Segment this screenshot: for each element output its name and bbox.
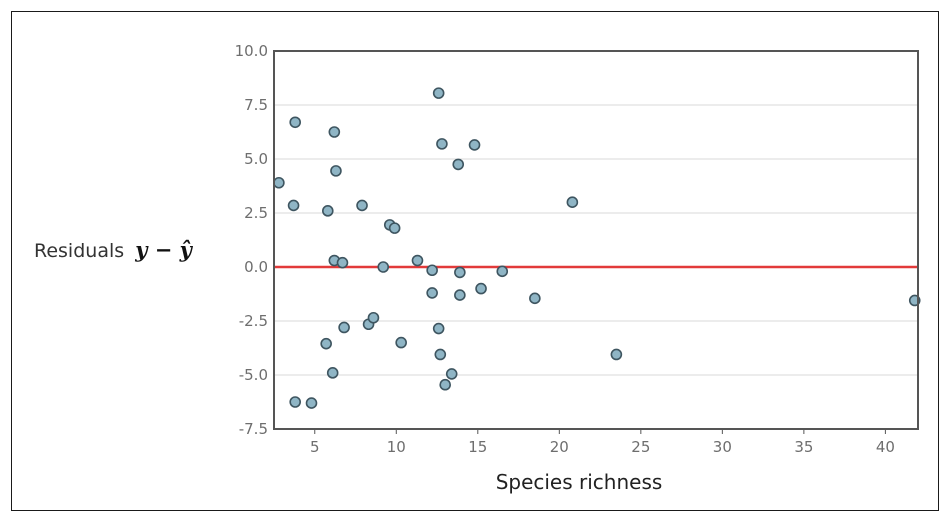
data-point bbox=[426, 287, 438, 299]
plot-area-border bbox=[273, 50, 919, 430]
y-tick-label: -2.5 bbox=[239, 312, 268, 330]
y-tick-label: -5.0 bbox=[239, 366, 268, 384]
x-tick-label: 20 bbox=[550, 438, 569, 456]
data-point bbox=[496, 265, 509, 278]
data-point bbox=[322, 205, 334, 217]
x-tick-label: 25 bbox=[631, 438, 650, 456]
y-tick-label: 2.5 bbox=[244, 204, 268, 222]
data-point bbox=[434, 348, 447, 361]
data-point bbox=[388, 222, 401, 234]
data-point bbox=[273, 176, 285, 189]
y-axis-label-text: Residuals bbox=[34, 240, 124, 262]
data-point bbox=[336, 256, 349, 269]
x-tick-label: 10 bbox=[387, 438, 406, 456]
data-point bbox=[475, 282, 487, 295]
data-point bbox=[432, 322, 445, 335]
data-point bbox=[529, 292, 541, 305]
figure-frame: 10.0 7.5 5.0 2.5 0.0 -2.5 -5.0 -7.5 5 10 15 20 25 30… bbox=[11, 11, 939, 511]
axis-layer bbox=[273, 50, 919, 434]
data-point bbox=[610, 348, 623, 361]
y-tick-label: -7.5 bbox=[239, 420, 268, 438]
data-point bbox=[356, 199, 368, 212]
residual-scatter-chart: 10.0 7.5 5.0 2.5 0.0 -2.5 -5.0 -7.5 5 10 15 20 25 30… bbox=[34, 42, 921, 494]
data-point bbox=[439, 378, 451, 391]
data-point bbox=[432, 87, 445, 99]
data-point bbox=[426, 264, 438, 277]
x-tick-labels: 5 10 15 20 25 30 35 40 bbox=[310, 438, 895, 456]
data-point bbox=[395, 336, 407, 349]
x-axis-label: Species richness bbox=[496, 470, 663, 494]
data-point bbox=[367, 311, 380, 324]
data-point bbox=[338, 321, 350, 334]
data-point bbox=[454, 289, 466, 301]
data-point bbox=[377, 261, 390, 273]
y-axis-label: Residuals y − ŷ bbox=[34, 237, 194, 262]
grid-layer bbox=[274, 50, 918, 430]
data-point bbox=[445, 368, 458, 380]
y-tick-label: 5.0 bbox=[244, 150, 268, 168]
data-point bbox=[326, 367, 339, 379]
data-point bbox=[330, 165, 342, 177]
y-axis-label-math: y − ŷ bbox=[134, 237, 193, 262]
data-point bbox=[320, 337, 332, 350]
points-layer bbox=[273, 87, 921, 409]
x-tick-label: 40 bbox=[876, 438, 895, 456]
y-tick-label: 0.0 bbox=[244, 258, 268, 276]
data-point bbox=[289, 116, 301, 129]
x-tick-label: 5 bbox=[310, 438, 320, 456]
data-point bbox=[305, 397, 318, 409]
data-point bbox=[436, 138, 448, 150]
x-tick-label: 30 bbox=[713, 438, 732, 456]
data-point bbox=[468, 139, 481, 151]
data-point bbox=[287, 199, 300, 212]
data-point bbox=[411, 254, 424, 267]
y-tick-label: 10.0 bbox=[235, 42, 268, 60]
y-tick-labels: 10.0 7.5 5.0 2.5 0.0 -2.5 -5.0 -7.5 bbox=[235, 42, 268, 438]
data-point bbox=[454, 266, 466, 279]
y-tick-label: 7.5 bbox=[244, 96, 268, 114]
data-point bbox=[328, 126, 341, 138]
x-tick-label: 15 bbox=[468, 438, 487, 456]
data-point bbox=[452, 158, 465, 171]
x-tick-label: 35 bbox=[794, 438, 813, 456]
data-point bbox=[566, 196, 579, 208]
data-point bbox=[289, 396, 301, 408]
